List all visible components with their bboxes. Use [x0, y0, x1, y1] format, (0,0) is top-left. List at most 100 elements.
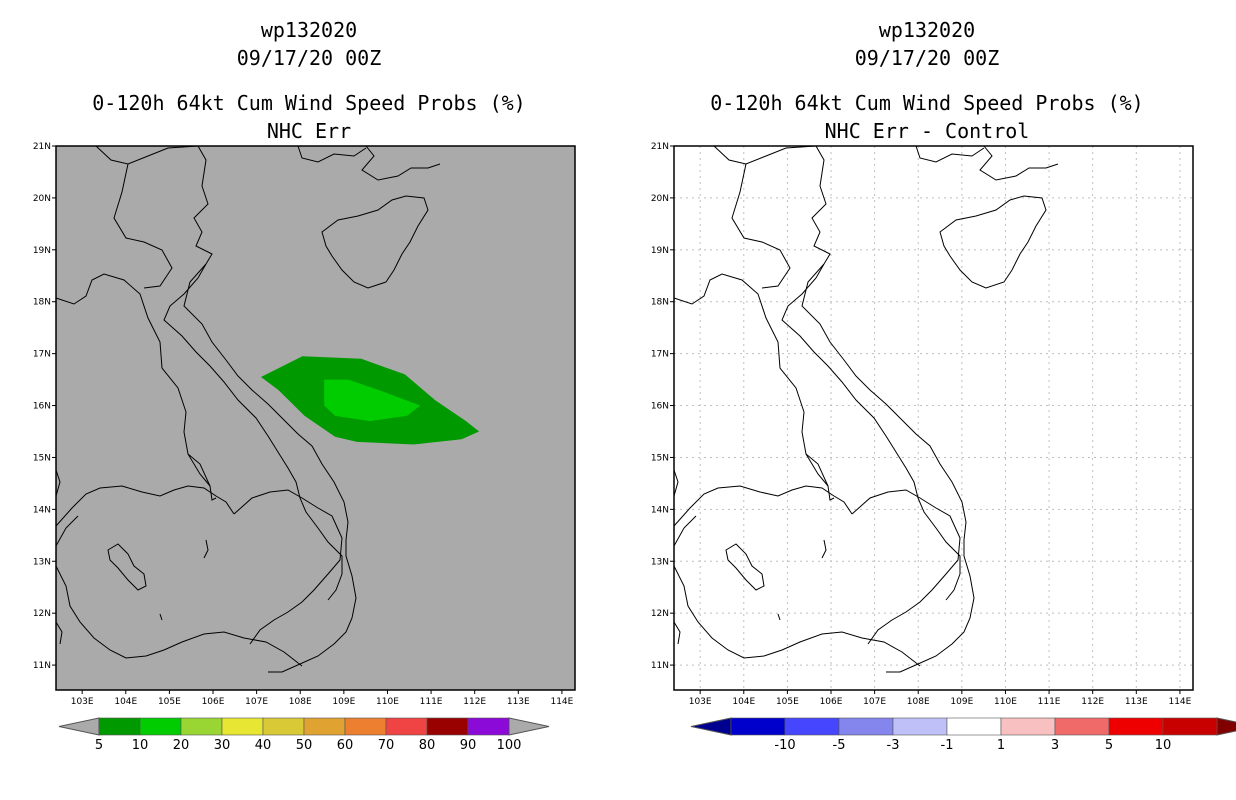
coastline-path — [979, 145, 1046, 181]
coastline-path — [113, 163, 173, 289]
map-background — [674, 146, 1193, 690]
coastline-path — [183, 263, 357, 673]
lat-label: 18N — [651, 298, 669, 308]
coastline-path — [939, 195, 1047, 289]
lat-label: 13N — [33, 557, 51, 567]
storm-id-title: wp132020 — [260, 18, 358, 42]
lat-label: 20N — [651, 194, 669, 204]
colorbar-label: 5 — [1105, 738, 1113, 753]
panel-subtitle: NHC Err — [266, 119, 352, 143]
coastline-path — [187, 453, 217, 501]
colorbar-label: 100 — [497, 738, 522, 753]
lon-label: 104E — [114, 697, 137, 707]
colorbar-swatch — [838, 717, 894, 736]
coastline-path — [801, 263, 975, 673]
colorbar-swatch — [1054, 717, 1110, 736]
lat-label: 14N — [33, 505, 51, 515]
lat-label: 11N — [33, 661, 51, 671]
datetime-title: 09/17/20 00Z — [236, 46, 382, 70]
product-title: 0-120h 64kt Cum Wind Speed Probs (%) — [710, 91, 1144, 115]
colorbar-swatch — [946, 717, 1002, 736]
colorbar-label: 5 — [95, 738, 103, 753]
lat-label: 21N — [651, 142, 669, 152]
colorbar-swatch — [221, 717, 264, 736]
coastline-path — [673, 621, 681, 645]
lat-label: 11N — [651, 661, 669, 671]
coastline-path — [427, 163, 441, 169]
colorbar-swatch — [1162, 717, 1218, 736]
panel-subtitle: NHC Err - Control — [824, 119, 1030, 143]
colorbar-swatch — [467, 717, 510, 736]
coastline-path — [361, 145, 428, 181]
lat-label: 19N — [33, 246, 51, 256]
lon-label: 110E — [376, 697, 399, 707]
colorbar-label: 1 — [997, 738, 1005, 753]
colorbar-label: 50 — [296, 738, 313, 753]
colorbar-label: 80 — [419, 738, 436, 753]
coastline-path — [55, 485, 235, 527]
colorbar-swatch — [98, 717, 141, 736]
coastline-path — [193, 145, 213, 265]
colorbar-swatch — [1108, 717, 1164, 736]
lat-label: 15N — [651, 453, 669, 463]
storm-id-title: wp132020 — [878, 18, 976, 42]
colorbar: -10 -5 -3 -1 1 3 5 10 — [690, 717, 1236, 753]
lon-label: 112E — [463, 697, 486, 707]
coastline-path — [777, 613, 781, 621]
colorbar-label: -10 — [774, 738, 795, 753]
left-map-panel: wp132020 09/17/20 00Z 0-120h 64kt Cum Wi… — [33, 18, 576, 753]
lat-label: 21N — [33, 142, 51, 152]
lon-label: 103E — [71, 697, 94, 707]
lat-label: 13N — [651, 557, 669, 567]
colorbar-swatch — [262, 717, 305, 736]
lon-label: 109E — [332, 697, 355, 707]
coastline-path — [725, 543, 765, 591]
colorbar-label: -5 — [833, 738, 846, 753]
map-frame — [673, 145, 1194, 691]
lon-label: 105E — [158, 697, 181, 707]
colorbar-low-triangle — [58, 717, 100, 736]
lon-label: 108E — [907, 697, 930, 707]
coastline-path — [713, 145, 817, 165]
lon-label: 114E — [550, 697, 573, 707]
coastline-path — [297, 145, 367, 163]
coastline-path — [95, 145, 199, 165]
coastline-path — [163, 263, 343, 574]
lon-label: 109E — [950, 697, 973, 707]
coastline-path — [1045, 163, 1059, 169]
datetime-title: 09/17/20 00Z — [854, 46, 1000, 70]
coastline-path — [945, 573, 961, 601]
lat-label: 17N — [651, 350, 669, 360]
lat-label: 15N — [33, 453, 51, 463]
product-title: 0-120h 64kt Cum Wind Speed Probs (%) — [92, 91, 526, 115]
coastline-path — [673, 565, 921, 667]
right-map-svg: 11N 12N 13N 14N 15N 16N 17N 18N 19N 20N 21N 103E 104… — [651, 142, 1236, 753]
right-map-panel: wp132020 09/17/20 00Z 0-120h 64kt Cum Wi… — [618, 0, 1236, 800]
lat-label: 16N — [651, 402, 669, 412]
coastline-path — [821, 539, 827, 559]
lon-label: 112E — [1081, 697, 1104, 707]
lon-label: 103E — [689, 697, 712, 707]
colorbar-swatch — [1000, 717, 1056, 736]
colorbar-swatch — [426, 717, 469, 736]
lat-label: 19N — [651, 246, 669, 256]
coastlines — [55, 145, 441, 673]
coastline-path — [55, 469, 61, 497]
lon-label: 106E — [820, 697, 843, 707]
colorbar-swatch — [385, 717, 428, 736]
coastline-path — [203, 539, 209, 559]
lat-label: 17N — [33, 350, 51, 360]
colorbar-swatch — [139, 717, 182, 736]
colorbar-high-triangle — [508, 717, 550, 736]
coastline-path — [811, 145, 831, 265]
colorbar-swatch — [303, 717, 346, 736]
colorbar-label: 40 — [255, 738, 272, 753]
lon-label: 106E — [202, 697, 225, 707]
lon-label: 108E — [289, 697, 312, 707]
coastline-path — [55, 273, 211, 487]
lon-label: 111E — [420, 697, 443, 707]
coastline-path — [915, 145, 985, 163]
colorbar-swatch — [784, 717, 840, 736]
map-group: 11N 12N 13N 14N 15N 16N 17N 18N 19N 20N 21N 103E 104… — [651, 142, 1194, 707]
